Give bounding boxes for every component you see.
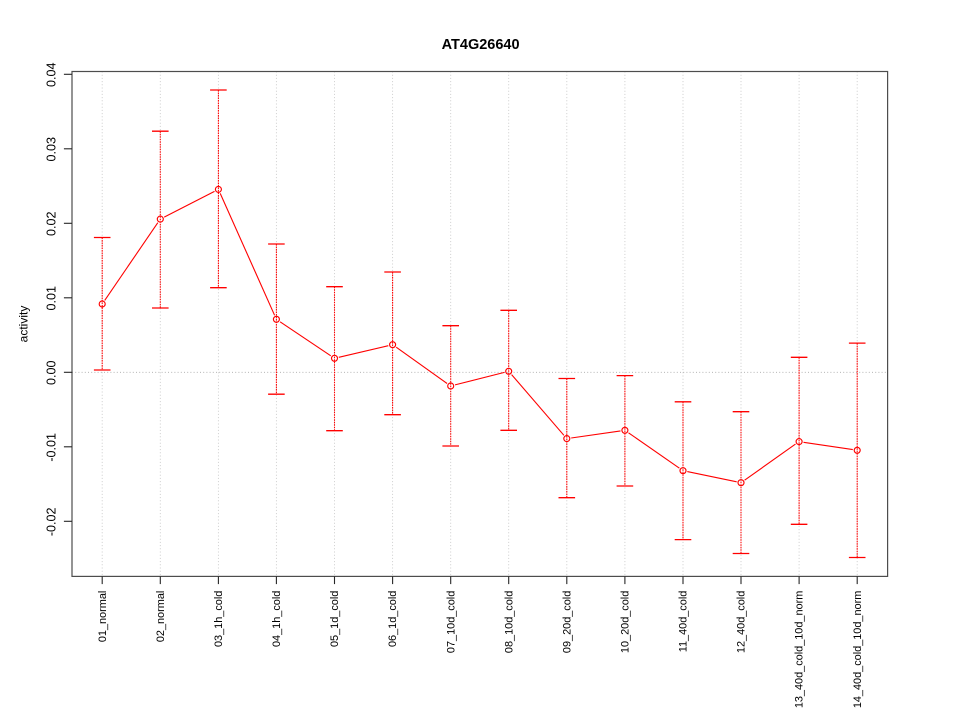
- svg-text:0.02: 0.02: [45, 212, 59, 237]
- svg-text:07_10d_cold: 07_10d_cold: [445, 591, 457, 653]
- svg-text:10_20d_cold: 10_20d_cold: [620, 591, 632, 653]
- svg-text:11_40d_cold: 11_40d_cold: [678, 591, 690, 653]
- svg-text:06_1d_cold: 06_1d_cold: [387, 591, 399, 647]
- svg-text:-0.02: -0.02: [45, 507, 59, 536]
- svg-text:0.04: 0.04: [45, 63, 59, 88]
- svg-text:0.01: 0.01: [45, 286, 59, 311]
- svg-text:01_normal: 01_normal: [97, 591, 109, 642]
- svg-text:AT4G26640: AT4G26640: [442, 37, 520, 53]
- svg-text:02_normal: 02_normal: [155, 591, 167, 642]
- svg-text:04_1h_cold: 04_1h_cold: [271, 591, 283, 647]
- svg-text:03_1h_cold: 03_1h_cold: [213, 591, 225, 647]
- svg-text:12_40d_cold: 12_40d_cold: [736, 591, 748, 653]
- svg-text:activity: activity: [17, 306, 31, 343]
- svg-text:0.03: 0.03: [45, 137, 59, 162]
- svg-text:14_40d_cold_10d_norm: 14_40d_cold_10d_norm: [852, 591, 864, 708]
- svg-text:-0.01: -0.01: [45, 433, 59, 462]
- svg-text:08_10d_cold: 08_10d_cold: [503, 591, 515, 653]
- svg-text:13_40d_cold_10d_norm: 13_40d_cold_10d_norm: [794, 591, 806, 708]
- svg-text:09_20d_cold: 09_20d_cold: [561, 591, 573, 653]
- svg-text:0.00: 0.00: [45, 361, 59, 386]
- svg-text:05_1d_cold: 05_1d_cold: [329, 591, 341, 647]
